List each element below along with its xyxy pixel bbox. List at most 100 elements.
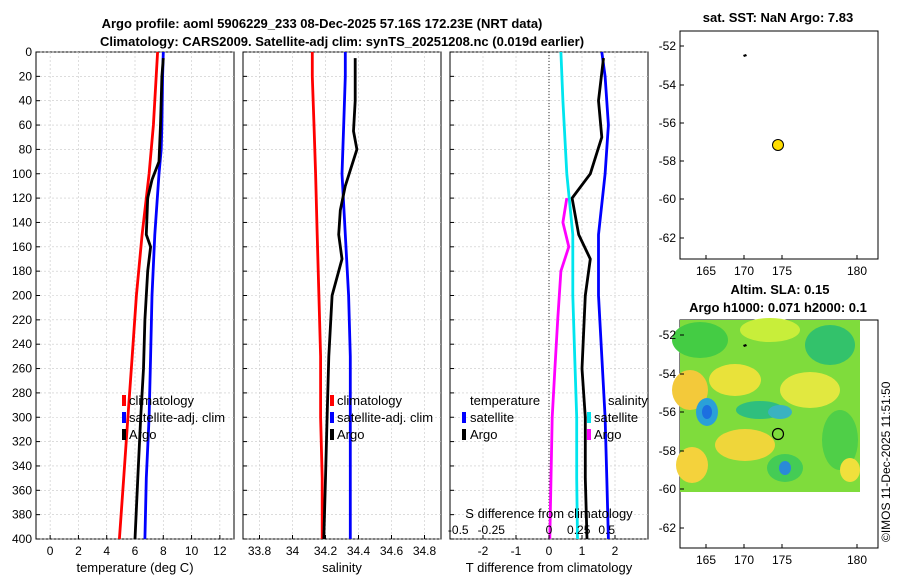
sla-blob [702, 405, 712, 419]
legend-swatch-t-satellite [462, 412, 466, 423]
map-x-tick-label: 170 [734, 264, 754, 278]
x-tick-label: 4 [103, 544, 110, 558]
depth-tick-label: 220 [12, 313, 32, 327]
legend-label-climatology: climatology [337, 393, 403, 408]
map-y-tick-label: -56 [659, 405, 677, 419]
depth-tick-label: 160 [12, 240, 32, 254]
salinity-xlabel: salinity [322, 560, 362, 575]
depth-tick-label: 200 [12, 289, 32, 303]
x-tick-label: 2 [75, 544, 82, 558]
sla-blob [740, 318, 800, 342]
legend-swatch-satellite [122, 412, 126, 423]
sla-blob [840, 458, 860, 482]
legend-title-temperature: temperature [470, 393, 540, 408]
map-y-tick-label: -52 [659, 328, 677, 342]
sla-map-title-line2: Argo h1000: 0.071 h2000: 0.1 [689, 300, 867, 315]
temperature-legend: climatology satellite-adj. clim Argo [122, 393, 225, 442]
sla-blob [780, 372, 840, 408]
legend-label-t-satellite: satellite [470, 410, 514, 425]
legend-label-s-satellite: satellite [594, 410, 638, 425]
sla-blob [672, 370, 708, 410]
map-y-tick-label: -54 [659, 367, 677, 381]
sla-blob [768, 405, 792, 419]
difference-legend: temperature satellite Argo salinity sate… [462, 393, 648, 442]
map-x-tick-label: 180 [847, 264, 867, 278]
x-tick-label: 34 [286, 544, 300, 558]
series-line-temperature-argo [570, 57, 605, 540]
x-tick-label: 34.2 [314, 544, 338, 558]
depth-tick-label: 120 [12, 191, 32, 205]
legend-swatch-s-satellite [587, 412, 591, 423]
x-tick-label: 12 [213, 544, 227, 558]
legend-title-salinity: salinity [608, 393, 648, 408]
legend-label-argo: Argo [129, 427, 156, 442]
legend-label-s-argo: Argo [594, 427, 621, 442]
depth-tick-label: 140 [12, 215, 32, 229]
map-y-tick-label: -56 [659, 116, 677, 130]
sla-blob [709, 364, 761, 396]
sla-heatmap [672, 318, 860, 492]
sst-argo-position-marker [772, 139, 784, 151]
legend-swatch-t-argo [462, 429, 466, 440]
x-tick-label: 34.8 [413, 544, 437, 558]
map-y-tick-label: -58 [659, 444, 677, 458]
sla-blob [805, 325, 855, 365]
legend-label-climatology: climatology [129, 393, 195, 408]
sla-blob [672, 322, 728, 358]
depth-tick-label: 0 [25, 45, 32, 59]
sla-map-title-line1: Altim. SLA: 0.15 [731, 282, 830, 297]
legend-swatch-climatology [122, 395, 126, 406]
x-tick-label: 8 [160, 544, 167, 558]
sla-blob [676, 447, 708, 483]
figure-title-line2: Climatology: CARS2009. Satellite-adj cli… [100, 34, 584, 49]
map-x-tick-label: 170 [734, 553, 754, 567]
depth-tick-label: 60 [19, 118, 33, 132]
map-x-tick-label: 165 [696, 553, 716, 567]
difference-xlabel: T difference from climatology [466, 560, 633, 575]
x-tick-label: 0 [47, 544, 54, 558]
s-tick-label: -0.5 [448, 523, 469, 537]
x-tick-label: 0 [546, 544, 553, 558]
s-tick-label: 0.5 [598, 523, 615, 537]
depth-tick-label: 20 [19, 69, 33, 83]
map-y-tick-label: -62 [659, 521, 677, 535]
depth-tick-label: 320 [12, 435, 32, 449]
sst-island-marker [743, 54, 747, 57]
depth-tick-label: 280 [12, 386, 32, 400]
x-tick-label: 6 [132, 544, 139, 558]
legend-label-t-argo: Argo [470, 427, 497, 442]
series-line-salinity-argo [548, 197, 571, 540]
series-line-climatology [118, 51, 159, 540]
depth-tick-label: 80 [19, 142, 33, 156]
sst-map-title: sat. SST: NaN Argo: 7.83 [703, 10, 854, 25]
s-tick-label: -0.25 [478, 523, 506, 537]
depth-tick-label: 240 [12, 337, 32, 351]
depth-tick-label: 300 [12, 410, 32, 424]
x-tick-label: 34.6 [380, 544, 404, 558]
s-tick-label: 0.25 [567, 523, 591, 537]
depth-tick-label: 180 [12, 264, 32, 278]
legend-swatch-s-argo [587, 429, 591, 440]
map-y-tick-label: -58 [659, 154, 677, 168]
depth-tick-label: 260 [12, 362, 32, 376]
series-line-argo [133, 57, 165, 540]
legend-swatch-satellite [330, 412, 334, 423]
map-y-tick-label: -60 [659, 482, 677, 496]
sla-blob [822, 410, 858, 470]
x-tick-label: -1 [511, 544, 522, 558]
salinity-legend: climatology satellite-adj. clim Argo [330, 393, 433, 442]
map-y-tick-label: -60 [659, 192, 677, 206]
temperature-xlabel: temperature (deg C) [76, 560, 193, 575]
depth-tick-label: 400 [12, 532, 32, 546]
x-tick-label: 34.4 [347, 544, 371, 558]
s-tick-label: 0 [546, 523, 553, 537]
sla-island-marker [743, 344, 747, 347]
figure-title-line1: Argo profile: aoml 5906229_233 08-Dec-20… [102, 16, 543, 31]
series-line-temperature-satellite [597, 51, 610, 540]
imos-watermark: ©IMOS 11-Dec-2025 11:51:50 [879, 381, 893, 542]
sla-blob [715, 429, 775, 461]
x-tick-label: 33.8 [248, 544, 272, 558]
map-y-tick-label: -54 [659, 78, 677, 92]
legend-label-satellite: satellite-adj. clim [337, 410, 433, 425]
